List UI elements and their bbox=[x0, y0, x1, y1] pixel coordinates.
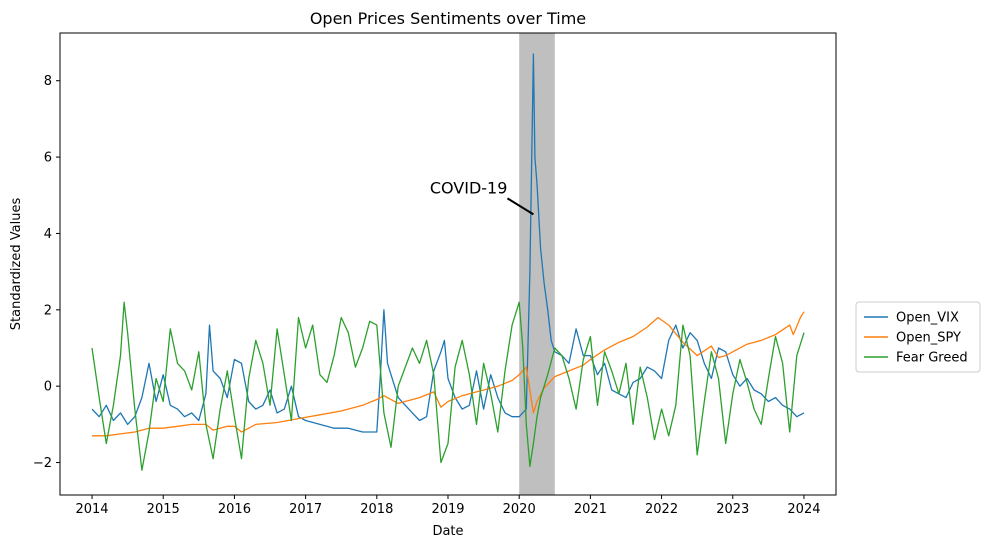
x-tick-label: 2022 bbox=[645, 502, 678, 517]
legend-label: Open_SPY bbox=[896, 331, 961, 346]
covid-shade-rect bbox=[519, 33, 555, 495]
legend-label: Open_VIX bbox=[896, 311, 959, 326]
x-axis-label: Date bbox=[432, 524, 463, 539]
x-tick-label: 2016 bbox=[218, 502, 251, 517]
annotation-layer: COVID-19 bbox=[430, 178, 534, 216]
legend-label: Fear Greed bbox=[896, 351, 968, 366]
chart-title: Open Prices Sentiments over Time bbox=[310, 9, 586, 28]
annotation-arrow bbox=[506, 197, 534, 216]
legend: Open_VIX Open_SPY Fear Greed bbox=[855, 301, 981, 373]
x-tick-label: 2015 bbox=[147, 502, 180, 517]
x-tick-label: 2024 bbox=[787, 502, 820, 517]
y-tick-label: 4 bbox=[44, 227, 52, 242]
legend-box bbox=[855, 301, 981, 373]
x-tick-label: 2018 bbox=[360, 502, 393, 517]
axes-layer: 2014 2015 2016 2017 2018 2019 2020 2021 2022 2023… bbox=[33, 32, 837, 517]
y-tick-label: 6 bbox=[44, 151, 52, 166]
y-tick-label: −2 bbox=[33, 456, 52, 471]
x-tick-label: 2020 bbox=[503, 502, 536, 517]
x-tick-label: 2014 bbox=[75, 502, 108, 517]
x-tick-label: 2021 bbox=[574, 502, 607, 517]
y-axis-label: Standardized Values bbox=[9, 198, 24, 331]
series-layer bbox=[91, 53, 805, 471]
y-tick-label: 8 bbox=[44, 74, 52, 89]
x-tick-label: 2023 bbox=[716, 502, 749, 517]
covid-shaded-region bbox=[519, 33, 555, 495]
x-tick-label: 2019 bbox=[431, 502, 464, 517]
y-tick-label: 2 bbox=[44, 303, 52, 318]
annotation-label: COVID-19 bbox=[430, 178, 508, 197]
y-tick-label: 0 bbox=[44, 380, 52, 395]
x-tick-label: 2017 bbox=[289, 502, 322, 517]
series-line-open-spy bbox=[92, 311, 805, 437]
series-line-fear-greed bbox=[91, 301, 805, 471]
